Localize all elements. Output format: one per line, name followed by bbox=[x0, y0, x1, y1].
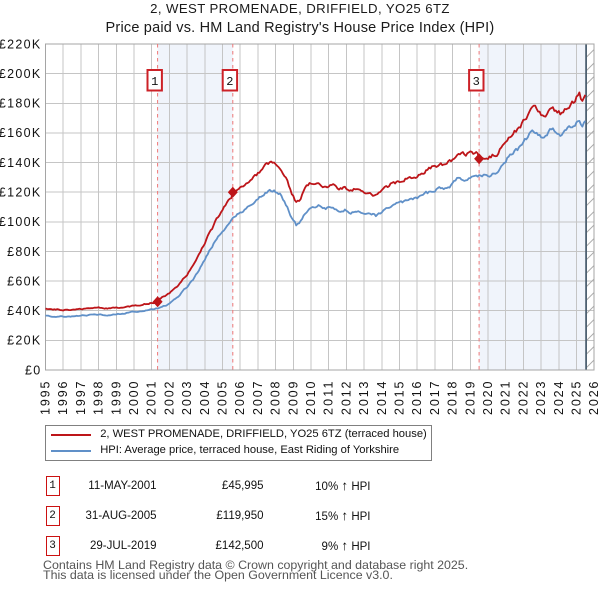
svg-text:2005: 2005 bbox=[216, 381, 230, 415]
svg-text:2015: 2015 bbox=[393, 381, 407, 415]
svg-text:1996: 1996 bbox=[56, 381, 70, 415]
svg-text:2006: 2006 bbox=[233, 381, 247, 415]
svg-text:£40K: £40K bbox=[7, 304, 41, 318]
svg-text:2017: 2017 bbox=[428, 381, 442, 415]
svg-text:1997: 1997 bbox=[74, 381, 88, 415]
svg-text:2019: 2019 bbox=[463, 381, 477, 415]
svg-text:2002: 2002 bbox=[162, 381, 176, 415]
svg-text:2014: 2014 bbox=[375, 381, 389, 415]
svg-text:2: 2 bbox=[226, 75, 233, 89]
svg-text:2007: 2007 bbox=[251, 381, 265, 415]
svg-text:£100K: £100K bbox=[0, 215, 42, 229]
svg-text:2021: 2021 bbox=[499, 381, 513, 415]
svg-text:£180K: £180K bbox=[0, 97, 42, 111]
svg-text:£80K: £80K bbox=[7, 245, 41, 259]
svg-text:2013: 2013 bbox=[357, 381, 371, 415]
svg-text:£200K: £200K bbox=[0, 67, 42, 81]
svg-text:2026: 2026 bbox=[587, 381, 600, 415]
svg-text:£0: £0 bbox=[25, 363, 42, 377]
svg-text:2011: 2011 bbox=[322, 381, 336, 415]
svg-text:1999: 1999 bbox=[109, 381, 123, 415]
svg-text:£60K: £60K bbox=[7, 274, 41, 288]
svg-text:£160K: £160K bbox=[0, 126, 42, 140]
svg-text:2009: 2009 bbox=[286, 381, 300, 415]
svg-text:2008: 2008 bbox=[269, 381, 283, 415]
svg-text:£140K: £140K bbox=[0, 156, 42, 170]
svg-text:2012: 2012 bbox=[339, 381, 353, 415]
svg-text:£120K: £120K bbox=[0, 186, 42, 200]
svg-text:2020: 2020 bbox=[481, 381, 495, 415]
svg-text:2000: 2000 bbox=[127, 381, 141, 415]
svg-text:2004: 2004 bbox=[198, 381, 212, 415]
svg-text:2025: 2025 bbox=[570, 381, 584, 415]
svg-text:£220K: £220K bbox=[0, 37, 42, 51]
svg-text:2024: 2024 bbox=[552, 381, 566, 415]
svg-text:2016: 2016 bbox=[410, 381, 424, 415]
svg-text:2018: 2018 bbox=[446, 381, 460, 415]
svg-text:1: 1 bbox=[151, 75, 158, 89]
svg-text:2023: 2023 bbox=[534, 381, 548, 415]
svg-text:3: 3 bbox=[473, 75, 480, 89]
svg-text:1995: 1995 bbox=[39, 381, 53, 415]
svg-text:2022: 2022 bbox=[516, 381, 530, 415]
svg-text:2010: 2010 bbox=[304, 381, 318, 415]
svg-text:2003: 2003 bbox=[180, 381, 194, 415]
svg-text:2001: 2001 bbox=[145, 381, 159, 415]
svg-text:£20K: £20K bbox=[7, 334, 41, 348]
svg-text:1998: 1998 bbox=[92, 381, 106, 415]
